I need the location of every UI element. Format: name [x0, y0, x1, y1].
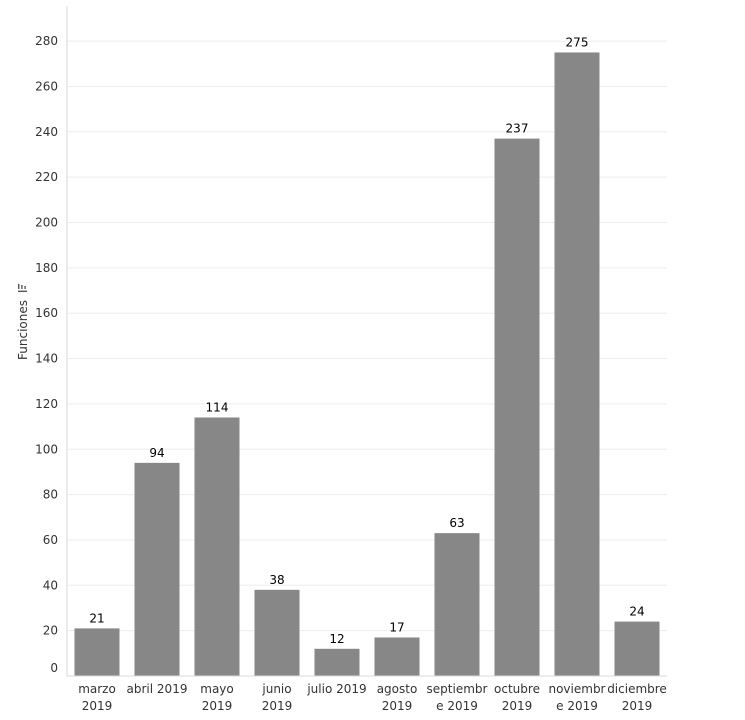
- y-axis-ticks: 0 20 40 60 80 100 120 140 160 180 200 220 240 260 280: [35, 34, 58, 675]
- sort-icon[interactable]: [18, 284, 27, 292]
- y-tick-label: 180: [35, 261, 58, 275]
- y-tick-label: 20: [43, 624, 58, 638]
- bar-value-label: 21: [89, 611, 104, 625]
- bar[interactable]: [374, 637, 420, 676]
- bar-value-label: 24: [629, 605, 644, 619]
- bars: [74, 52, 660, 677]
- x-axis-ticks: marzo 2019 abril 2019 mayo 2019 junio 2019 juli…: [78, 682, 667, 713]
- x-tick-label: diciembre 2019: [607, 682, 667, 713]
- x-tick-label: agosto 2019: [377, 682, 418, 713]
- x-tick-label: noviembr e 2019: [548, 682, 605, 713]
- bar-value-labels: 21 94 114 38 12 17 63 237 275 24: [89, 35, 644, 645]
- y-tick-label: 60: [43, 533, 58, 547]
- y-tick-label: 80: [43, 488, 58, 502]
- x-tick-label: mayo 2019: [200, 682, 234, 713]
- y-tick-label: 280: [35, 34, 58, 48]
- bar[interactable]: [134, 462, 180, 676]
- y-tick-label: 0: [50, 661, 58, 675]
- y-tick-label: 40: [43, 578, 58, 592]
- bar-value-label: 275: [566, 35, 589, 49]
- x-tick-label: septiembr e 2019: [427, 682, 488, 713]
- x-tick-label: marzo 2019: [78, 682, 116, 713]
- bar-value-label: 38: [269, 573, 284, 587]
- y-tick-label: 240: [35, 125, 58, 139]
- y-tick-label: 260: [35, 79, 58, 93]
- bar-value-label: 94: [149, 446, 164, 460]
- x-tick-label: octubre 2019: [494, 682, 540, 713]
- bar[interactable]: [254, 589, 300, 676]
- x-tick-label: junio 2019: [261, 682, 292, 713]
- y-axis-label: Funciones: [16, 300, 30, 360]
- bar[interactable]: [74, 628, 120, 676]
- y-axis-title[interactable]: Funciones: [16, 284, 30, 360]
- y-tick-label: 160: [35, 306, 58, 320]
- y-tick-label: 100: [35, 442, 58, 456]
- bar[interactable]: [614, 621, 660, 676]
- x-tick-label: julio 2019: [306, 682, 366, 696]
- bar-value-label: 114: [206, 401, 229, 415]
- y-tick-label: 140: [35, 352, 58, 366]
- bar-value-label: 17: [389, 620, 404, 634]
- bar-value-label: 63: [449, 516, 464, 530]
- bar[interactable]: [314, 648, 360, 676]
- bar[interactable]: [554, 52, 600, 676]
- bar-value-label: 237: [506, 122, 529, 136]
- bar-value-label: 12: [329, 632, 344, 646]
- bar[interactable]: [494, 138, 540, 677]
- y-tick-label: 220: [35, 170, 58, 184]
- bar[interactable]: [434, 533, 480, 676]
- bar[interactable]: [194, 417, 240, 676]
- y-tick-label: 200: [35, 216, 58, 230]
- x-tick-label: abril 2019: [127, 682, 188, 696]
- y-tick-label: 120: [35, 397, 58, 411]
